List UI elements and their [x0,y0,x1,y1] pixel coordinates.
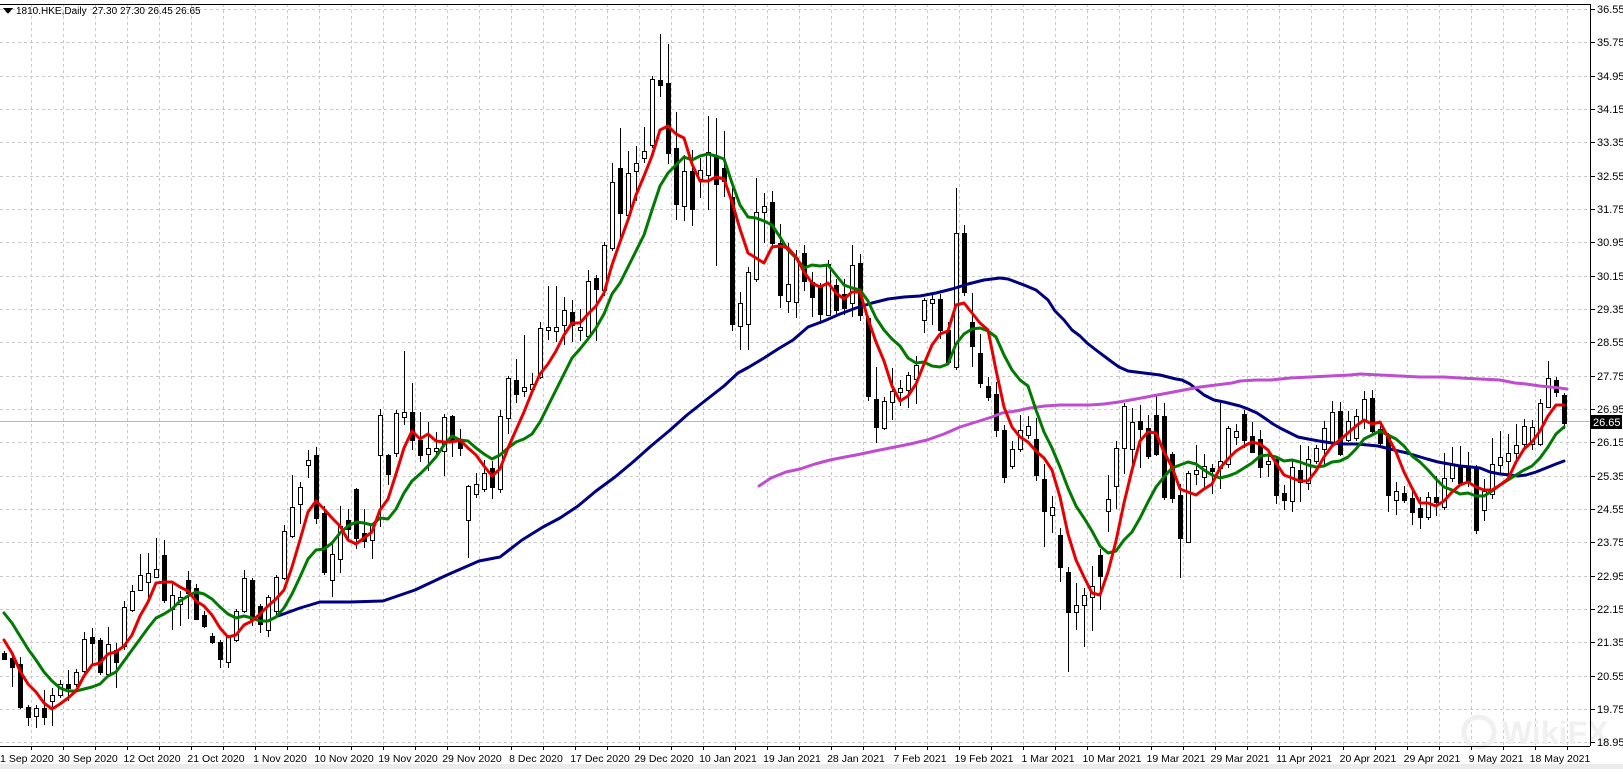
svg-text:21 Sep 2020: 21 Sep 2020 [0,753,54,765]
svg-text:30 Sep 2020: 30 Sep 2020 [58,753,118,765]
svg-text:29 Apr 2021: 29 Apr 2021 [1404,753,1461,765]
svg-text:17 Dec 2020: 17 Dec 2020 [570,753,630,765]
svg-text:33.35: 33.35 [1597,137,1623,149]
svg-text:19 Feb 2021: 19 Feb 2021 [955,753,1014,765]
svg-text:18 May 2021: 18 May 2021 [1530,753,1591,765]
svg-text:1810.HKE,Daily 27.30 27.30 26: 1810.HKE,Daily 27.30 27.30 26.45 26.65 [16,6,201,17]
svg-text:28 Jan 2021: 28 Jan 2021 [827,753,885,765]
svg-text:31.75: 31.75 [1597,204,1623,216]
svg-text:28.55: 28.55 [1597,337,1623,349]
svg-text:30.15: 30.15 [1597,271,1623,283]
svg-text:19 Nov 2020: 19 Nov 2020 [378,753,438,765]
svg-text:19 Mar 2021: 19 Mar 2021 [1147,753,1206,765]
svg-text:19.75: 19.75 [1597,704,1623,716]
svg-text:35.75: 35.75 [1597,37,1623,49]
svg-text:32.55: 32.55 [1597,171,1623,183]
svg-text:1 Nov 2020: 1 Nov 2020 [253,753,307,765]
svg-text:22.95: 22.95 [1597,571,1623,583]
svg-text:21.35: 21.35 [1597,637,1623,649]
svg-text:7 Feb 2021: 7 Feb 2021 [893,753,946,765]
svg-text:26.15: 26.15 [1597,437,1623,449]
svg-text:29 Mar 2021: 29 Mar 2021 [1211,753,1270,765]
svg-text:10 Jan 2021: 10 Jan 2021 [699,753,757,765]
svg-text:19 Jan 2021: 19 Jan 2021 [763,753,821,765]
svg-text:WikiFX: WikiFX [1502,715,1609,751]
svg-text:36.55: 36.55 [1597,4,1623,16]
svg-text:23.75: 23.75 [1597,537,1623,549]
svg-text:9 May 2021: 9 May 2021 [1469,753,1524,765]
svg-text:24.55: 24.55 [1597,504,1623,516]
svg-text:11 Apr 2021: 11 Apr 2021 [1276,753,1332,765]
svg-text:18.95: 18.95 [1597,737,1623,749]
svg-text:29 Nov 2020: 29 Nov 2020 [442,753,502,765]
svg-text:22.15: 22.15 [1597,604,1623,616]
svg-text:34.95: 34.95 [1597,71,1623,83]
svg-text:25.35: 25.35 [1597,471,1623,483]
svg-text:12 Oct 2020: 12 Oct 2020 [123,753,180,765]
svg-text:21 Oct 2020: 21 Oct 2020 [187,753,244,765]
svg-text:8 Dec 2020: 8 Dec 2020 [509,753,563,765]
svg-text:30.95: 30.95 [1597,237,1623,249]
svg-text:10 Mar 2021: 10 Mar 2021 [1083,753,1142,765]
svg-text:27.75: 27.75 [1597,371,1623,383]
svg-text:10 Nov 2020: 10 Nov 2020 [314,753,374,765]
svg-text:29 Dec 2020: 29 Dec 2020 [634,753,694,765]
svg-text:29.35: 29.35 [1597,304,1623,316]
svg-text:34.15: 34.15 [1597,104,1623,116]
svg-text:26.65: 26.65 [1593,417,1621,429]
svg-text:20.55: 20.55 [1597,671,1623,683]
svg-text:26.95: 26.95 [1597,404,1623,416]
svg-text:20 Apr 2021: 20 Apr 2021 [1340,753,1397,765]
svg-text:1 Mar 2021: 1 Mar 2021 [1021,753,1074,765]
